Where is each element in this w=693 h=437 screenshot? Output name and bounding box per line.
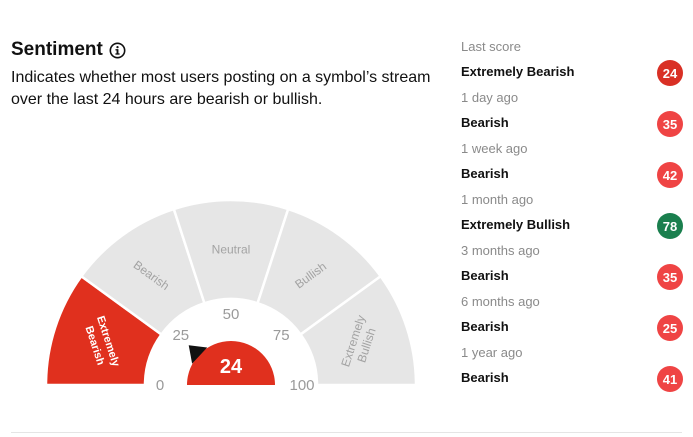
history-period: 1 week ago [461, 141, 528, 156]
history-sentiment: Bearish [461, 166, 509, 181]
history-period: 1 day ago [461, 90, 519, 105]
triangle-pointer-icon [188, 345, 208, 364]
gauge-tick-label: 100 [289, 377, 314, 394]
score-badge: 24 [657, 60, 683, 86]
history-item: 3 months ago Bearish 35 [461, 242, 686, 293]
history-item: Last score Extremely Bearish 24 [461, 38, 686, 89]
gauge-segment-label: Neutral [212, 243, 251, 257]
page-title: Sentiment [11, 39, 103, 60]
gauge-segment [298, 274, 418, 387]
gauge-tick-label: 25 [172, 327, 189, 344]
info-circle-icon[interactable] [109, 42, 126, 59]
sentiment-description: Indicates whether most users posting on … [11, 69, 431, 108]
history-period: 3 months ago [461, 243, 540, 258]
gauge-segments: ExtremelyBearishBearishNeutralBullishExt… [44, 198, 418, 387]
history-period: 6 months ago [461, 294, 540, 309]
gauge-segment-label: ExtremelyBullish [338, 313, 381, 372]
history-item: 1 month ago Extremely Bullish 78 [461, 191, 686, 242]
gauge-ticks: 0 25 50 75 100 [156, 306, 315, 394]
history-sentiment: Bearish [461, 115, 509, 130]
history-sentiment: Bearish [461, 319, 509, 334]
score-badge: 78 [657, 213, 683, 239]
sentiment-history: Last score Extremely Bearish 24 1 day ago Be… [461, 38, 686, 395]
history-item: 1 year ago Bearish 41 [461, 344, 686, 395]
history-sentiment: Extremely Bearish [461, 64, 575, 79]
score-badge: 35 [657, 264, 683, 290]
history-sentiment: Extremely Bullish [461, 217, 571, 232]
history-sentiment: Bearish [461, 370, 509, 385]
gauge-tick-label: 50 [223, 306, 240, 323]
sentiment-gauge: ExtremelyBearishBearishNeutralBullishExt… [44, 198, 418, 394]
history-period: 1 month ago [461, 192, 534, 207]
score-badge: 35 [657, 111, 683, 137]
gauge-score-cap [187, 341, 275, 385]
history-period: 1 year ago [461, 345, 523, 360]
gauge-tick-label: 0 [156, 377, 164, 394]
history-item: 1 week ago Bearish 42 [461, 140, 686, 191]
score-badge: 42 [657, 162, 683, 188]
history-sentiment: Bearish [461, 268, 509, 283]
score-badge: 41 [657, 366, 683, 392]
history-period: Last score [461, 39, 521, 54]
history-item: 1 day ago Bearish 35 [461, 89, 686, 140]
title-row: Sentiment [11, 39, 126, 61]
gauge-tick-label: 75 [273, 327, 290, 344]
history-item: 6 months ago Bearish 25 [461, 293, 686, 344]
score-badge: 25 [657, 315, 683, 341]
gauge-score-value: 24 [220, 356, 243, 378]
divider [11, 432, 682, 433]
